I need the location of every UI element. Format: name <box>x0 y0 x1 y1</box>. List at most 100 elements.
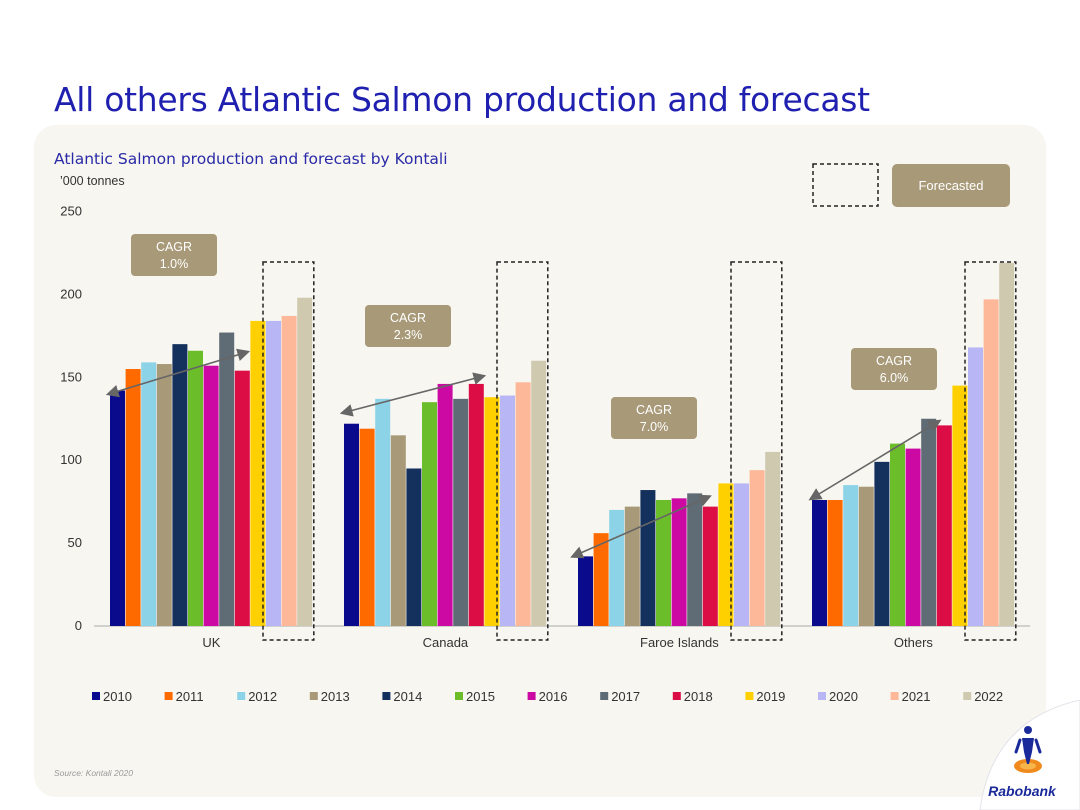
bar-others-2010 <box>812 499 827 626</box>
bar-canada-2012 <box>375 398 391 626</box>
forecast-legend-box <box>812 163 879 207</box>
cagr-badge <box>365 305 451 347</box>
bar-faroe-islands-2022 <box>765 451 781 626</box>
legend-label-2015: 2015 <box>466 689 495 704</box>
cagr-badge <box>131 234 217 276</box>
legend-swatch-2020 <box>818 692 826 700</box>
bar-uk-2017 <box>219 332 235 626</box>
cagr-badge <box>611 397 697 439</box>
bar-uk-2015 <box>188 350 203 626</box>
y-tick-label: 150 <box>60 369 82 384</box>
bar-canada-2021 <box>515 382 531 626</box>
bar-canada-2018 <box>468 383 484 626</box>
legend-label-2016: 2016 <box>539 689 568 704</box>
category-label: Faroe Islands <box>640 635 719 650</box>
bar-uk-2013 <box>156 364 172 626</box>
bar-others-2013 <box>858 486 874 626</box>
legend-swatch-2019 <box>745 692 754 700</box>
cagr-arrow <box>570 494 712 559</box>
legend-label-2012: 2012 <box>248 689 277 704</box>
page-title: All others Atlantic Salmon production an… <box>54 80 870 119</box>
cagr-arrow <box>808 419 942 501</box>
bar-others-2014 <box>874 461 890 626</box>
legend-label-2018: 2018 <box>684 689 713 704</box>
legend-label-2022: 2022 <box>974 689 1003 704</box>
legend-label-2011: 2011 <box>176 689 204 704</box>
bar-canada-2014 <box>406 468 422 626</box>
cagr-value: 7.0% <box>640 420 669 434</box>
legend-label-2017: 2017 <box>611 689 640 704</box>
legend-label-2019: 2019 <box>756 689 785 704</box>
bar-uk-2011 <box>125 369 141 626</box>
bar-others-2016 <box>905 448 921 626</box>
bar-others-2018 <box>936 425 952 626</box>
forecast-box <box>730 261 783 641</box>
legend-swatch-2010 <box>92 692 100 700</box>
forecast-box <box>964 261 1017 641</box>
bar-others-2017 <box>921 418 937 626</box>
bar-uk-2010 <box>110 390 125 626</box>
bar-faroe-islands-2013 <box>624 506 640 626</box>
category-label: Others <box>894 635 934 650</box>
y-tick-label: 200 <box>60 286 82 301</box>
legend-swatch-2014 <box>382 692 391 700</box>
category-label: UK <box>202 635 220 650</box>
forecast-legend-badge <box>892 164 1010 207</box>
bar-faroe-islands-2021 <box>749 470 765 626</box>
y-tick-label: 0 <box>75 618 82 633</box>
bar-others-2012 <box>843 485 859 626</box>
legend-label-2014: 2014 <box>393 689 422 704</box>
bar-others-2011 <box>827 499 843 626</box>
cagr-label: CAGR <box>636 403 672 417</box>
y-tick-label: 50 <box>68 535 82 550</box>
cagr-value: 2.3% <box>394 328 423 342</box>
category-label: Canada <box>423 635 469 650</box>
bar-uk-2021 <box>281 315 297 626</box>
legend-label-2010: 2010 <box>103 689 132 704</box>
rabobank-logo: Rabobank <box>972 700 1080 810</box>
bar-canada-2017 <box>453 398 469 626</box>
y-axis-unit: ’000 tonnes <box>60 174 125 188</box>
bar-canada-2011 <box>359 428 375 626</box>
bar-uk-2012 <box>141 362 157 626</box>
legend-swatch-2013 <box>309 692 318 700</box>
legend-swatch-2022 <box>963 692 972 700</box>
forecast-box <box>262 261 315 641</box>
bar-uk-2020 <box>266 320 281 626</box>
legend-swatch-2012 <box>237 692 246 700</box>
bar-canada-2022 <box>531 360 547 626</box>
bar-uk-2014 <box>172 344 188 626</box>
chart-subtitle: Atlantic Salmon production and forecast … <box>54 150 448 168</box>
bar-uk-2016 <box>203 365 219 626</box>
bar-others-2015 <box>890 443 905 626</box>
bar-canada-2020 <box>500 395 515 626</box>
legend-label-2013: 2013 <box>321 689 350 704</box>
bar-faroe-islands-2018 <box>702 506 718 626</box>
bar-canada-2019 <box>484 397 500 626</box>
cagr-value: 1.0% <box>160 257 189 271</box>
cagr-label: CAGR <box>390 311 426 325</box>
legend-swatch-2021 <box>890 692 899 700</box>
bar-faroe-islands-2019 <box>718 483 734 626</box>
cagr-arrow <box>105 348 251 398</box>
forecast-box <box>496 261 549 641</box>
bar-faroe-islands-2017 <box>687 493 703 626</box>
bar-others-2019 <box>952 385 968 626</box>
bar-uk-2019 <box>250 320 266 626</box>
bar-canada-2013 <box>390 435 406 626</box>
y-tick-label: 250 <box>60 204 82 219</box>
cagr-label: CAGR <box>876 354 912 368</box>
forecast-legend-label: Forecasted <box>918 178 983 193</box>
cagr-value: 6.0% <box>880 371 909 385</box>
bar-faroe-islands-2020 <box>734 483 749 626</box>
source-note: Source: Kontali 2020 <box>54 768 133 778</box>
legend-swatch-2015 <box>455 692 463 700</box>
legend-label-2020: 2020 <box>829 689 858 704</box>
cagr-badge <box>851 348 937 390</box>
bar-uk-2018 <box>234 370 250 626</box>
bar-canada-2015 <box>422 402 437 626</box>
cagr-arrow <box>339 372 487 417</box>
bar-faroe-islands-2016 <box>671 498 687 626</box>
bar-faroe-islands-2014 <box>640 490 656 626</box>
bar-canada-2016 <box>437 383 453 626</box>
